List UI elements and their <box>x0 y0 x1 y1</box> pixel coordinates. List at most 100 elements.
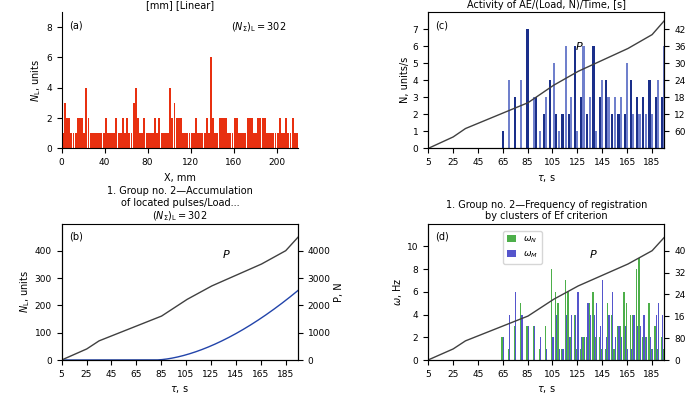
Bar <box>657 349 658 360</box>
Bar <box>623 114 626 148</box>
Bar <box>582 46 585 148</box>
Bar <box>273 133 274 148</box>
Bar <box>122 118 124 148</box>
Bar <box>540 337 541 360</box>
Bar <box>251 118 253 148</box>
Bar <box>256 133 257 148</box>
Bar <box>620 326 621 360</box>
Bar <box>146 133 147 148</box>
Bar <box>208 133 210 148</box>
Bar <box>175 118 177 148</box>
Bar <box>590 314 591 360</box>
Title: 1. Group no. 2—Frequency of registration
by clusters of Ef criterion: 1. Group no. 2—Frequency of registration… <box>445 200 647 221</box>
Bar <box>561 349 562 360</box>
Bar <box>180 118 182 148</box>
Bar <box>288 133 289 148</box>
Bar <box>527 326 529 360</box>
Bar <box>663 46 666 148</box>
Bar <box>630 314 631 360</box>
Bar <box>109 133 111 148</box>
Y-axis label: $N_{\mathrm{L}}$, units: $N_{\mathrm{L}}$, units <box>29 59 43 102</box>
Bar <box>103 133 105 148</box>
Bar <box>546 349 547 360</box>
Bar <box>503 337 504 360</box>
Bar <box>75 133 77 148</box>
Bar <box>264 118 266 148</box>
Bar <box>290 133 292 148</box>
Bar <box>178 118 179 148</box>
Bar <box>292 118 294 148</box>
Bar <box>555 292 556 360</box>
Bar <box>534 326 535 360</box>
Bar <box>565 46 567 148</box>
Bar <box>111 133 113 148</box>
Bar <box>227 133 229 148</box>
Bar <box>260 118 262 148</box>
Text: $P$: $P$ <box>575 40 584 52</box>
Text: $P$: $P$ <box>589 248 597 260</box>
Bar <box>190 133 192 148</box>
Bar <box>614 337 616 360</box>
Bar <box>131 133 132 148</box>
Y-axis label: $N_{\mathrm{L}}$, units: $N_{\mathrm{L}}$, units <box>18 270 32 313</box>
Bar <box>201 133 203 148</box>
Bar <box>539 132 541 148</box>
Bar <box>88 118 90 148</box>
Bar <box>636 269 637 360</box>
Y-axis label: P, N: P, N <box>334 282 344 302</box>
Y-axis label: N, units/s: N, units/s <box>400 57 410 103</box>
Bar <box>258 118 259 148</box>
Bar <box>193 133 195 148</box>
Bar <box>206 118 208 148</box>
Bar <box>77 118 79 148</box>
Bar <box>657 80 660 148</box>
Text: (d): (d) <box>435 232 449 242</box>
Bar <box>508 80 510 148</box>
Bar <box>197 133 199 148</box>
Bar <box>253 133 255 148</box>
Bar <box>570 337 571 360</box>
Bar <box>580 349 581 360</box>
Bar <box>203 133 206 148</box>
Bar <box>646 337 647 360</box>
Bar <box>212 118 214 148</box>
Bar <box>156 133 158 148</box>
Bar <box>515 292 516 360</box>
Bar <box>577 292 579 360</box>
X-axis label: $\tau$, s: $\tau$, s <box>537 173 556 184</box>
Bar <box>501 337 503 360</box>
Title: 1. Group no. 2—Accumulation
of located pulses/Load...
$(N_{\Sigma})_{\mathrm{L}}: 1. Group no. 2—Accumulation of located p… <box>107 186 253 223</box>
Bar <box>561 114 564 148</box>
Bar <box>599 337 600 360</box>
Bar <box>118 133 120 148</box>
Bar <box>581 337 582 360</box>
Bar <box>539 349 540 360</box>
Bar <box>165 133 167 148</box>
Bar <box>210 58 212 148</box>
Bar <box>96 133 98 148</box>
Bar <box>225 118 227 148</box>
Bar <box>661 97 663 148</box>
Bar <box>612 292 614 360</box>
Bar <box>576 132 578 148</box>
Bar <box>186 133 188 148</box>
Bar <box>148 133 149 148</box>
Bar <box>116 118 117 148</box>
Bar <box>268 133 270 148</box>
Bar <box>163 133 164 148</box>
Bar <box>66 118 68 148</box>
Bar <box>601 349 602 360</box>
Bar <box>649 80 651 148</box>
Bar <box>124 133 126 148</box>
Bar <box>600 326 601 360</box>
Bar <box>137 118 139 148</box>
Text: (a): (a) <box>68 20 82 30</box>
Bar <box>586 337 587 360</box>
Bar <box>120 133 122 148</box>
Bar <box>84 133 85 148</box>
Bar <box>617 114 619 148</box>
Bar <box>630 80 632 148</box>
Bar <box>645 337 646 360</box>
Bar <box>611 114 613 148</box>
Bar <box>64 103 66 148</box>
